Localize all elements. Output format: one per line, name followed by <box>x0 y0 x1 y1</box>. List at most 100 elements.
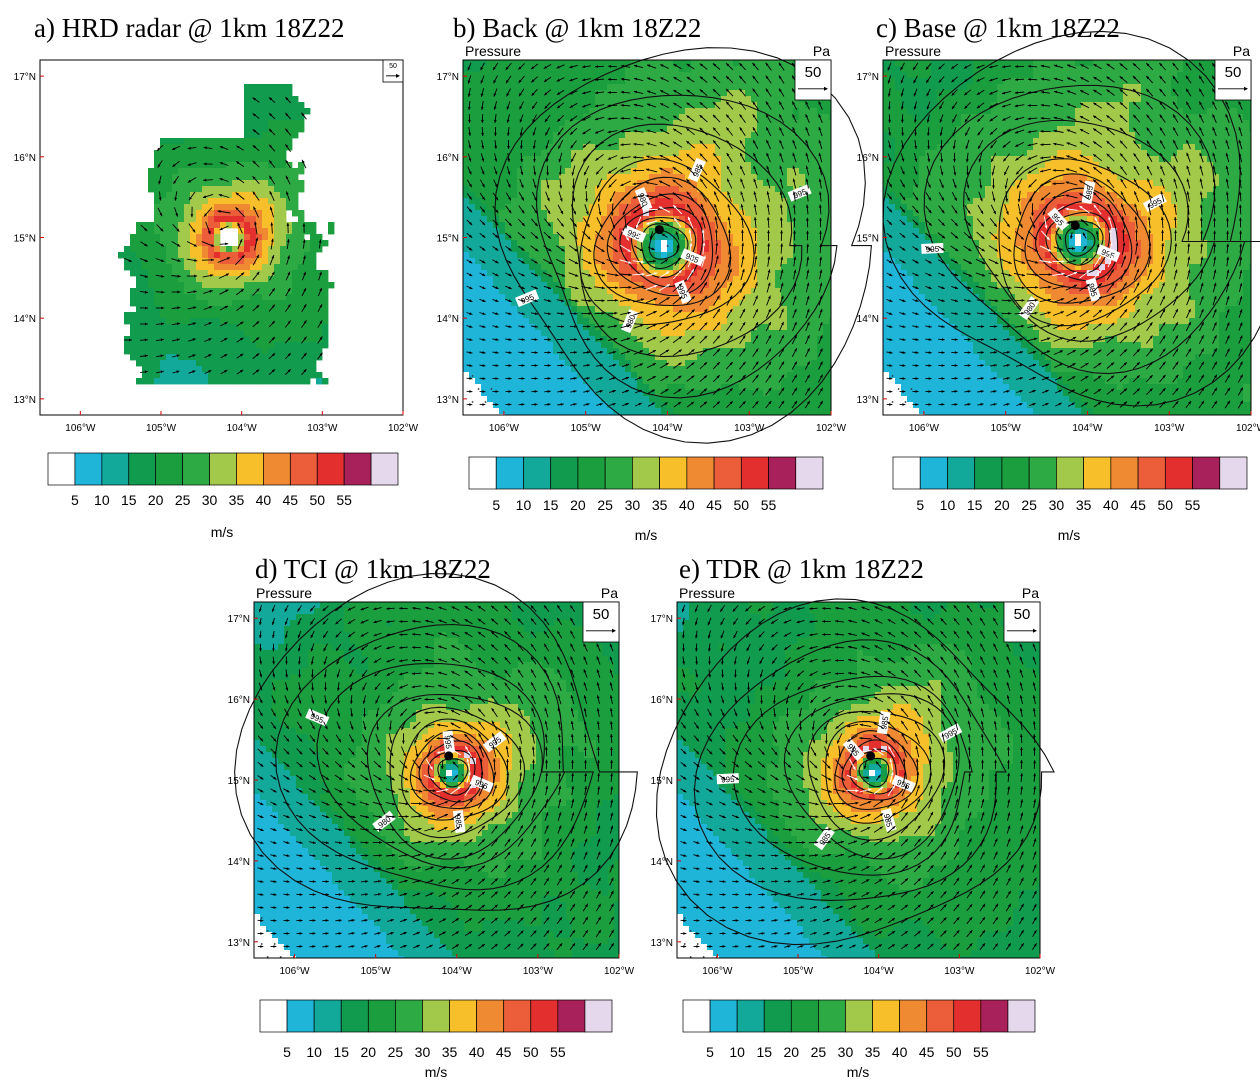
colorbar-swatch <box>558 1000 585 1032</box>
colorbar-swatch <box>368 1000 395 1032</box>
panel-title: b) Back @ 1km 18Z22 <box>453 13 701 43</box>
colorbar-swatch <box>263 453 290 485</box>
colorbar-swatch <box>75 453 102 485</box>
colorbar-swatch <box>317 453 344 485</box>
colorbar-swatch <box>236 453 263 485</box>
colorbar-tick-label: 25 <box>1021 497 1037 513</box>
x-tick-label: 102°W <box>816 423 847 434</box>
colorbar-tick-label: 40 <box>679 497 695 513</box>
x-tick-label: 102°W <box>1025 966 1056 977</box>
colorbar-swatch <box>344 453 371 485</box>
colorbar-swatch <box>156 453 183 485</box>
right-label: Pa <box>601 585 618 601</box>
colorbar-tick-label: 5 <box>706 1044 714 1060</box>
x-tick-label: 106°W <box>702 966 733 977</box>
contour-label: 995 <box>921 243 943 255</box>
colorbar-tick-label: 20 <box>570 497 586 513</box>
colorbar-tick-label: 50 <box>946 1044 962 1060</box>
x-tick-label: 103°W <box>307 423 338 434</box>
storm-center-marker <box>1071 221 1080 230</box>
x-tick-label: 102°W <box>1236 423 1260 434</box>
x-tick-label: 105°W <box>361 966 392 977</box>
colorbar-tick-label: 10 <box>516 497 532 513</box>
colorbar-swatch <box>477 1000 504 1032</box>
colorbar-swatch <box>1002 457 1029 489</box>
y-tick-label: 16°N <box>651 695 673 706</box>
colorbar-swatch <box>129 453 156 485</box>
colorbar-swatch <box>341 1000 368 1032</box>
y-tick-label: 17°N <box>14 72 36 83</box>
x-tick-label: 106°W <box>65 423 96 434</box>
colorbar-swatch <box>551 457 578 489</box>
colorbar-swatch <box>585 1000 612 1032</box>
colorbar-tick-label: 55 <box>550 1044 566 1060</box>
colorbar-tick-label: 30 <box>415 1044 431 1060</box>
colorbar-tick-label: 15 <box>121 492 137 508</box>
colorbar-swatch <box>102 453 129 485</box>
colorbar-swatch <box>632 457 659 489</box>
colorbar-swatch <box>764 1000 791 1032</box>
colorbar-swatch <box>1056 457 1083 489</box>
colorbar-swatch <box>737 1000 764 1032</box>
colorbar-tick-label: 15 <box>967 497 983 513</box>
colorbar-swatch <box>873 1000 900 1032</box>
storm-center-marker <box>655 225 664 234</box>
y-tick-label: 13°N <box>228 938 250 949</box>
colorbar-tick-label: 40 <box>892 1044 908 1060</box>
panel-e: 99598598599599598599550PressurePae) TDR … <box>651 554 1056 1080</box>
colorbar-swatch <box>687 457 714 489</box>
colorbar: 5 10 15 20 25 30 35 40 45 50 55m/s <box>469 457 823 543</box>
y-tick-label: 15°N <box>651 776 673 787</box>
colorbar-swatch <box>791 1000 818 1032</box>
reference-vector-label: 50 <box>389 63 397 70</box>
colorbar-swatch <box>605 457 632 489</box>
colorbar-tick-label: 20 <box>784 1044 800 1060</box>
colorbar-swatch <box>710 1000 737 1032</box>
colorbar-swatch <box>450 1000 477 1032</box>
panel-title: c) Base @ 1km 18Z22 <box>876 13 1120 43</box>
y-tick-label: 15°N <box>857 234 879 245</box>
colorbar-tick-label: 55 <box>336 492 352 508</box>
y-tick-label: 13°N <box>857 395 879 406</box>
colorbar-swatch <box>1008 1000 1035 1032</box>
y-tick-label: 14°N <box>857 314 879 325</box>
y-tick-label: 16°N <box>14 153 36 164</box>
left-label: Pressure <box>885 43 941 59</box>
colorbar-tick-label: 20 <box>361 1044 377 1060</box>
colorbar-swatch <box>975 457 1002 489</box>
x-tick-label: 104°W <box>652 423 683 434</box>
colorbar-tick-label: 55 <box>973 1044 989 1060</box>
colorbar-swatch <box>287 1000 314 1032</box>
x-tick-label: 103°W <box>734 423 765 434</box>
colorbar-tick-label: 5 <box>492 497 500 513</box>
colorbar-swatch <box>496 457 523 489</box>
colorbar-tick-label: 40 <box>256 492 272 508</box>
colorbar-swatch <box>183 453 210 485</box>
colorbar-tick-label: 35 <box>1076 497 1092 513</box>
left-label: Pressure <box>465 43 521 59</box>
y-tick-label: 16°N <box>857 153 879 164</box>
wind-speed-field <box>883 60 1251 415</box>
colorbar: 5 10 15 20 25 30 35 40 45 50 55m/s <box>683 1000 1035 1080</box>
colorbar-swatch <box>1111 457 1138 489</box>
x-tick-label: 103°W <box>1154 423 1185 434</box>
colorbar-swatch <box>845 1000 872 1032</box>
panel-title: e) TDR @ 1km 18Z22 <box>679 554 924 584</box>
colorbar-tick-label: 15 <box>756 1044 772 1060</box>
colorbar-swatch <box>1220 457 1247 489</box>
reference-vector-label: 50 <box>1225 64 1242 81</box>
y-tick-label: 14°N <box>14 314 36 325</box>
reference-vector-label: 50 <box>593 606 610 623</box>
x-tick-label: 106°W <box>909 423 940 434</box>
colorbar-tick-label: 10 <box>94 492 110 508</box>
x-tick-label: 105°W <box>783 966 814 977</box>
y-tick-label: 13°N <box>437 395 459 406</box>
x-tick-label: 105°W <box>991 423 1022 434</box>
colorbar-tick-label: 20 <box>994 497 1010 513</box>
colorbar-swatch <box>210 453 237 485</box>
colorbar-swatch <box>48 453 75 485</box>
colorbar-tick-label: 45 <box>283 492 299 508</box>
colorbar-tick-label: 5 <box>71 492 79 508</box>
